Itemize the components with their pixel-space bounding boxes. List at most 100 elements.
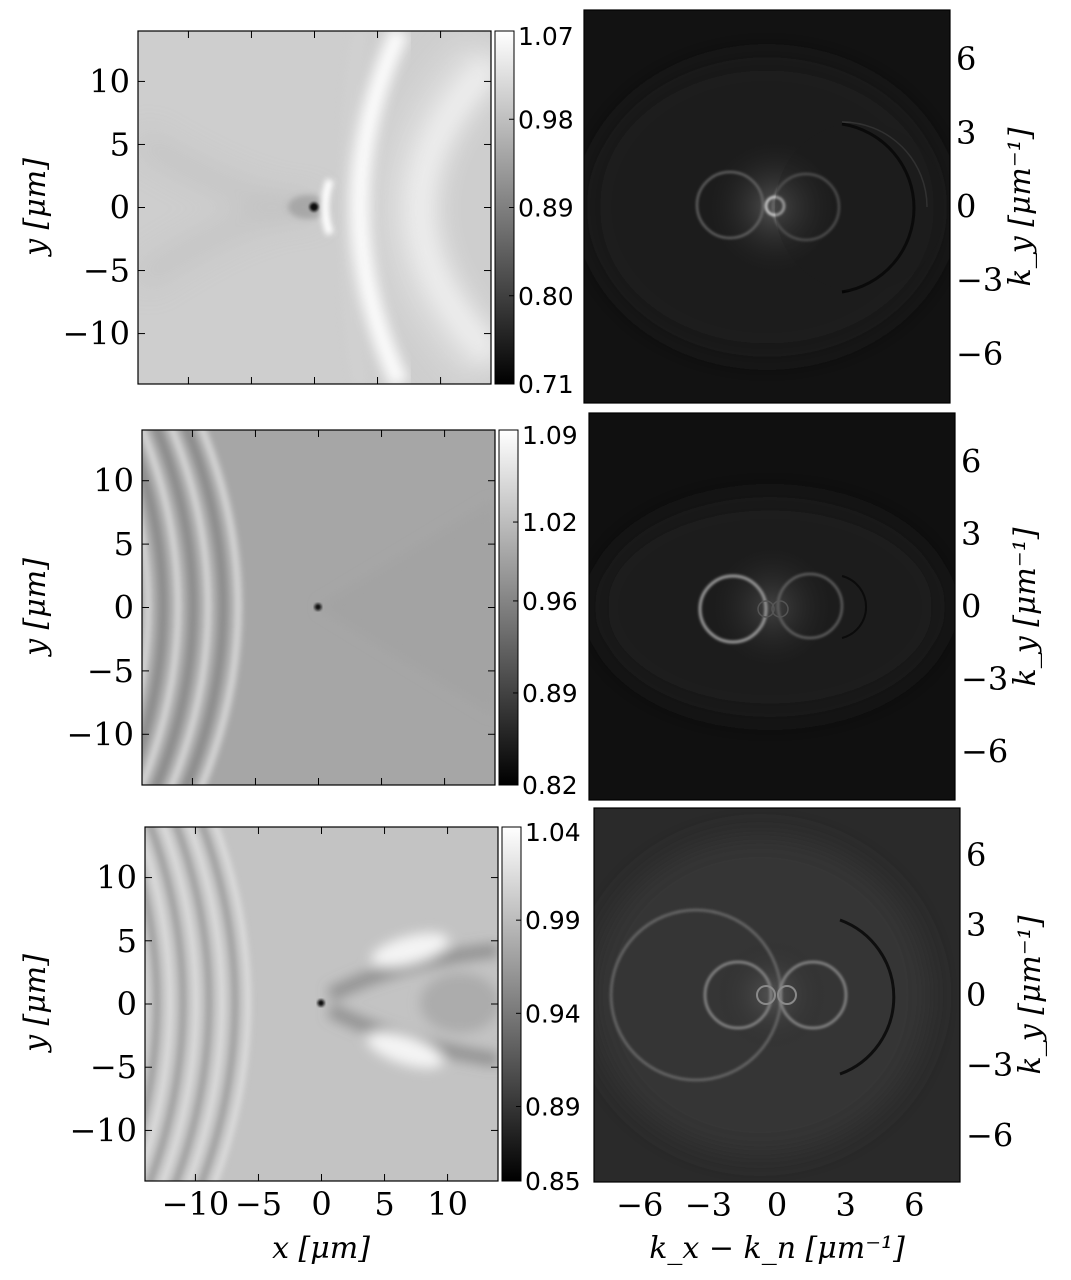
colorbar-tick-label: 0.99 [525,906,581,935]
y-axis-k-3: 6 3 0 −3 −6 [966,836,1013,1155]
x-tick-label: −5 [235,1185,282,1223]
fringe [160,827,199,1181]
heatmap-real-2 [48,387,495,827]
colorbar-tick-label: 0.98 [518,105,574,134]
fringe [142,430,182,785]
y-tick-label: −10 [66,715,134,753]
kx-axis-label: k_x − k_n [μm⁻¹] [649,1231,905,1266]
fringe [145,838,173,1168]
y-tick-label: −3 [956,261,1003,299]
fringe [142,458,167,756]
y-axis-real-1: 10 5 0 −5 −10 [62,62,491,353]
y-axis-k-2: 6 3 0 −3 −6 [961,442,1008,770]
panel-k-3: 6 3 0 −3 −6 −6 −3 0 3 6 [593,807,1013,1224]
panel-real-2: 10 5 0 −5 −10 1.09 1.02 0.96 0.89 0.82 [48,387,578,827]
fringe [63,387,118,827]
y-tick-label: 6 [961,442,981,480]
y-tick-label: 0 [110,189,130,227]
x-tick-label: −3 [685,1186,732,1224]
fringe [212,827,251,1181]
y-tick-label: 6 [966,836,986,874]
fringe [48,387,103,827]
fringe [152,430,197,785]
y-tick-label: 0 [966,976,986,1014]
y-axis-label: y [μm] [18,158,53,258]
y-tick-label: −3 [961,660,1008,698]
axis-labels: y [μm] y [μm] y [μm] k_y [μm⁻¹] k_y [μm⁻¹] k_… [18,127,1048,1266]
fringe [182,430,227,785]
y-tick-label: −6 [961,733,1008,771]
colorbar-tick-label: 1.02 [522,508,578,537]
fringe [68,783,118,1223]
colorbar-tick-label: 0.89 [518,194,574,223]
colorbar-tick-label: 0.85 [525,1167,581,1196]
y-tick-label: 5 [110,125,130,163]
heatmap-real-1 [138,31,491,384]
y-tick-label: 10 [93,462,134,500]
colorbar-tick-label: 1.04 [525,818,581,847]
panel-real-1: 10 5 0 −5 −10 1.07 0.98 0.89 0.80 0.71 [62,22,573,399]
colorbar-tick-label: 0.89 [525,1092,581,1121]
y-tick-label: 0 [961,588,981,626]
colorbar-tick-label: 0.94 [525,999,581,1028]
y-axis-real-2: 10 5 0 −5 −10 [66,462,495,753]
colorbar-tick-label: 0.89 [522,679,578,708]
x-axis-real-1 [187,31,442,384]
x-axis-real-2 [191,430,446,785]
x-tick-label: 5 [374,1185,394,1223]
y-tick-label: −5 [90,1048,137,1086]
colorbar-3: 1.04 0.99 0.94 0.89 0.85 [501,818,581,1196]
heatmap-real-3 [55,783,498,1223]
x-tick-label: 0 [767,1186,787,1224]
colorbar-1: 1.07 0.98 0.89 0.80 0.71 [494,22,574,399]
y-tick-label: 3 [966,906,986,944]
y-tick-label: 5 [117,922,137,960]
x-tick-label: −6 [616,1186,663,1224]
x-tick-label: −10 [162,1185,230,1223]
colorbar-tick-label: 1.07 [518,22,574,51]
y-tick-label: 10 [89,62,130,100]
colorbar-tick-label: 0.71 [518,370,574,399]
y-tick-label: −6 [966,1116,1013,1154]
panel-k-2: 6 3 0 −3 −6 [588,412,1008,801]
y-axis-label: y [μm] [18,558,53,658]
y-tick-label: 6 [956,40,976,78]
y-tick-label: 3 [961,515,981,553]
fringe [167,430,212,785]
colorbar-tick-label: 1.09 [522,421,578,450]
y-tick-label: 3 [956,114,976,152]
colorbar-tick-label: 0.96 [522,587,578,616]
x-axis-real-3: −10 −5 0 5 10 [162,827,468,1223]
x-tick-label: 0 [311,1185,331,1223]
y-tick-label: −5 [87,652,134,690]
y-tick-label: 0 [117,985,137,1023]
fringe [145,882,160,1124]
y-tick-label: −6 [956,335,1003,373]
y-tick-label: −3 [966,1046,1013,1084]
x-axis-k-3: −6 −3 0 3 6 [616,1186,924,1224]
x-tick-label: 10 [427,1185,468,1223]
fringe [55,783,105,1223]
y-axis-k-1: 6 3 0 −3 −6 [956,40,1003,373]
y-tick-label: 5 [114,525,134,563]
fringe [173,827,212,1181]
colorbar-tick-label: 0.80 [518,282,574,311]
heatmap-k-3 [594,808,960,1182]
y-axis-label: y [μm] [18,954,53,1054]
y-axis-real-3: 10 5 0 −5 −10 [69,859,498,1149]
heatmap-k-2 [589,413,955,800]
y-tick-label: −10 [62,315,130,353]
panel-k-1: 6 3 0 −3 −6 [583,9,1003,404]
colorbar-tick-label: 0.82 [522,771,578,800]
y-tick-label: 0 [956,188,976,226]
ky-axis-label: k_y [μm⁻¹] [1003,127,1038,286]
ky-axis-label: k_y [μm⁻¹] [1013,915,1048,1074]
y-tick-label: 0 [114,589,134,627]
y-tick-label: 10 [96,859,137,897]
ky-axis-label: k_y [μm⁻¹] [1008,527,1043,686]
x-tick-label: 6 [904,1186,924,1224]
fringe [186,827,225,1181]
x-axis-label: x [μm] [272,1231,370,1266]
